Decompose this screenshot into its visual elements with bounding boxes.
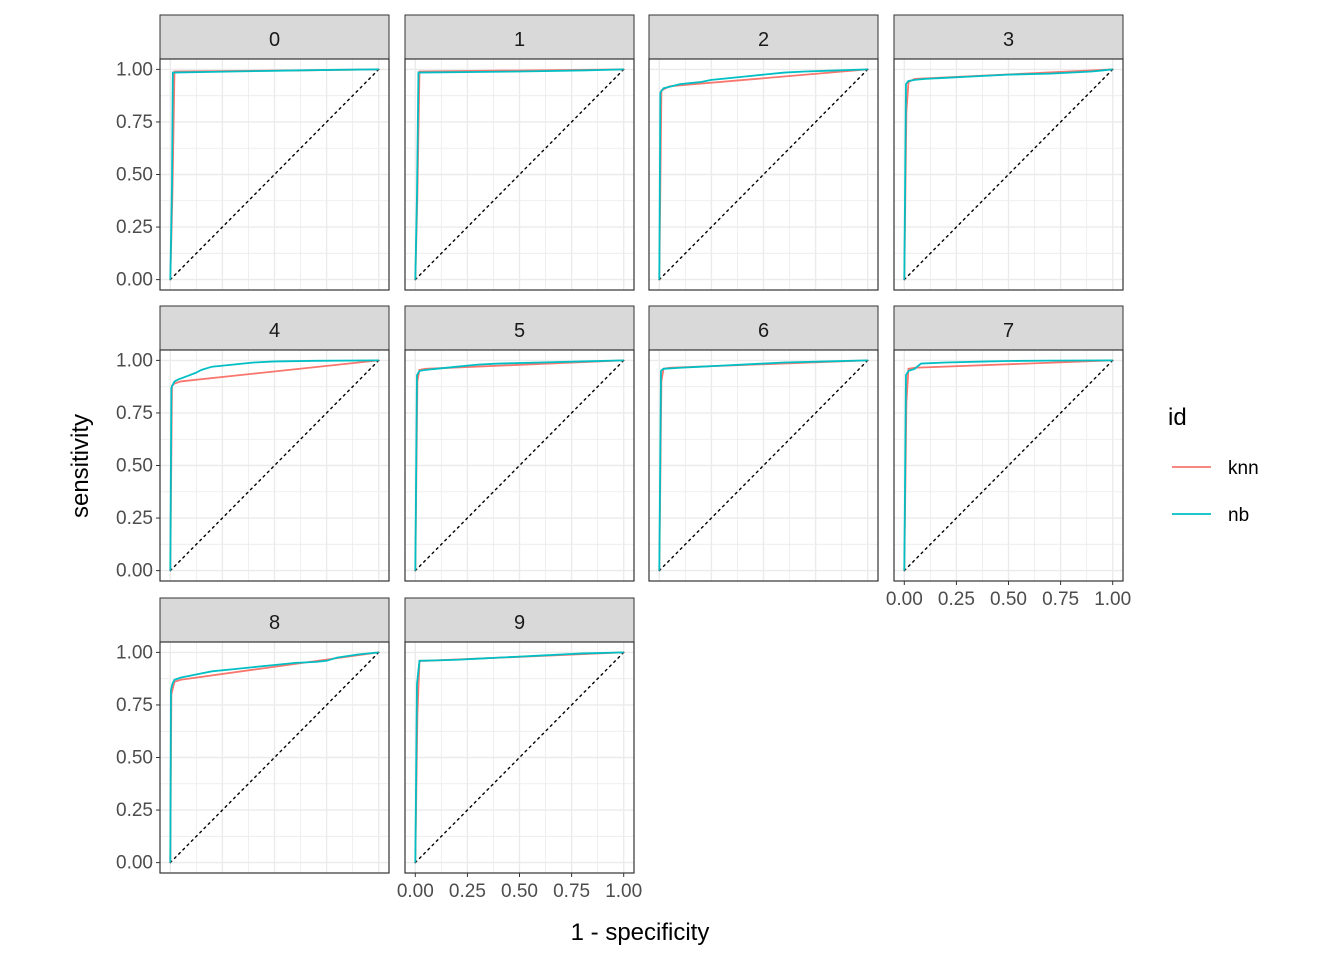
facet-strip-label: 6 <box>758 320 769 342</box>
y-tick-label: 0.75 <box>116 695 153 716</box>
panels-layer: 0 0.00 0.25 0.50 0.75 1.00 1 2 3 4 0.00 0.25 0.50 0.7… <box>116 14 1131 902</box>
panel-border <box>404 58 635 291</box>
legend-item-nb: nb <box>1172 505 1249 526</box>
facet-strip-label: 2 <box>758 29 769 51</box>
x-tick-label: 0.75 <box>1042 589 1079 610</box>
facet-strip-label: 7 <box>1003 320 1014 342</box>
legend-title: id <box>1168 404 1187 431</box>
panel-6: 6 <box>648 305 879 582</box>
roc-line-nb <box>414 651 624 863</box>
facet-strip-label: 3 <box>1003 29 1014 51</box>
x-tick-label: 0.50 <box>990 589 1027 610</box>
legend-label-nb: nb <box>1228 505 1249 526</box>
x-tick-label: 0.00 <box>886 589 923 610</box>
facet-strip-label: 8 <box>269 612 280 634</box>
roc-line-nb <box>903 68 1113 280</box>
facet-strip-label: 0 <box>269 29 280 51</box>
y-tick-label: 0.00 <box>116 561 153 582</box>
y-tick-label: 0.00 <box>116 853 153 874</box>
roc-line-nb <box>169 68 379 280</box>
reference-diagonal <box>414 68 625 281</box>
reference-diagonal <box>169 651 380 864</box>
reference-diagonal <box>414 359 625 572</box>
reference-diagonal <box>658 359 869 572</box>
y-tick-label: 0.25 <box>116 217 153 238</box>
facet-strip <box>404 597 635 643</box>
x-axis-title: 1 - specificity <box>571 919 710 946</box>
reference-diagonal <box>414 651 625 864</box>
facet-strip-label: 1 <box>514 29 525 51</box>
roc-line-nb <box>414 68 624 280</box>
y-tick-label: 1.00 <box>116 59 153 80</box>
facet-strip <box>404 14 635 60</box>
x-tick-label: 0.75 <box>553 881 590 902</box>
panel-2: 2 <box>648 14 879 291</box>
panel-1: 1 <box>404 14 635 291</box>
facet-strip-label: 4 <box>269 320 280 342</box>
legend-items: knn nb <box>1172 458 1259 526</box>
reference-diagonal <box>169 68 380 281</box>
x-tick-label: 0.50 <box>501 881 538 902</box>
x-tick-label: 1.00 <box>605 881 642 902</box>
x-tick-label: 0.25 <box>449 881 486 902</box>
panel-border <box>648 58 879 291</box>
roc-line-nb <box>169 651 379 863</box>
facet-strip <box>893 14 1124 60</box>
y-tick-label: 0.50 <box>116 748 153 769</box>
facet-strip-label: 5 <box>514 320 525 342</box>
y-tick-label: 1.00 <box>116 642 153 663</box>
x-tick-label: 0.00 <box>397 881 434 902</box>
y-tick-label: 0.50 <box>116 456 153 477</box>
reference-diagonal <box>169 359 380 572</box>
roc-line-nb <box>903 359 1113 571</box>
y-tick-label: 0.25 <box>116 508 153 529</box>
y-axis-title: sensitivity <box>67 414 94 518</box>
facet-strip <box>159 305 390 351</box>
panel-9: 9 0.00 0.25 0.50 0.75 1.00 <box>397 597 642 902</box>
panel-7: 7 0.00 0.25 0.50 0.75 1.00 <box>886 305 1131 610</box>
panel-8: 8 0.00 0.25 0.50 0.75 1.00 <box>116 597 390 874</box>
reference-diagonal <box>658 68 869 281</box>
y-tick-label: 0.75 <box>116 403 153 424</box>
panel-3: 3 <box>893 14 1124 291</box>
facet-strip <box>648 14 879 60</box>
facet-strip-label: 9 <box>514 612 525 634</box>
y-tick-label: 0.50 <box>116 165 153 186</box>
roc-line-nb <box>658 359 868 571</box>
reference-diagonal <box>903 359 1114 572</box>
panel-0: 0 0.00 0.25 0.50 0.75 1.00 <box>116 14 390 291</box>
x-tick-label: 0.25 <box>938 589 975 610</box>
x-tick-label: 1.00 <box>1094 589 1131 610</box>
facet-strip <box>648 305 879 351</box>
facet-strip <box>893 305 1124 351</box>
panel-4: 4 0.00 0.25 0.50 0.75 1.00 <box>116 305 390 582</box>
y-tick-label: 0.75 <box>116 112 153 133</box>
y-tick-label: 1.00 <box>116 350 153 371</box>
y-tick-label: 0.00 <box>116 270 153 291</box>
facet-strip <box>159 14 390 60</box>
y-tick-label: 0.25 <box>116 800 153 821</box>
reference-diagonal <box>903 68 1114 281</box>
panel-border <box>404 349 635 582</box>
roc-line-nb <box>414 359 624 571</box>
panel-border <box>648 349 879 582</box>
panel-border <box>893 58 1124 291</box>
roc-line-nb <box>658 68 868 280</box>
legend-label-knn: knn <box>1228 458 1259 479</box>
legend-item-knn: knn <box>1172 458 1259 479</box>
panel-5: 5 <box>404 305 635 582</box>
roc-line-nb <box>169 359 379 571</box>
legend: id knn nb <box>1168 404 1259 526</box>
